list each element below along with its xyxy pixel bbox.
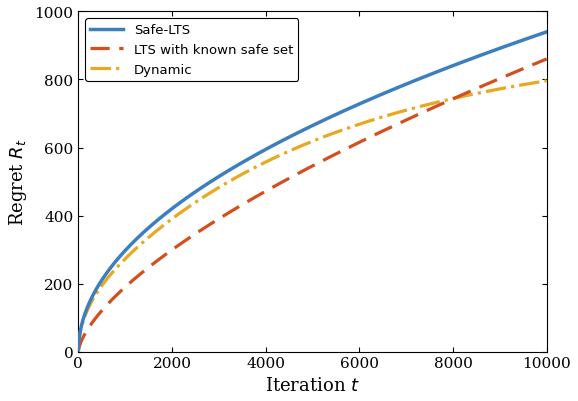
Line: LTS with known safe set: LTS with known safe set	[79, 60, 547, 351]
Dynamic	[99, 283, 106, 288]
LTS with known safe set	[75, 349, 82, 354]
X-axis label: Iteration $t$: Iteration $t$	[265, 376, 360, 394]
LTS with known safe set	[444, 100, 451, 105]
Y-axis label: Regret $R_t$: Regret $R_t$	[7, 138, 29, 226]
Safe-LTS	[529, 35, 536, 40]
LTS with known safe set	[290, 174, 297, 179]
Dynamic	[444, 98, 451, 103]
Legend: Safe-LTS, LTS with known safe set, Dynamic: Safe-LTS, LTS with known safe set, Dynam…	[85, 19, 298, 81]
LTS with known safe set	[529, 63, 536, 68]
Safe-LTS	[543, 30, 550, 35]
Safe-LTS	[529, 35, 536, 40]
Dynamic	[290, 147, 297, 152]
Safe-LTS	[444, 66, 451, 71]
Line: Dynamic: Dynamic	[79, 81, 547, 350]
Dynamic	[543, 79, 550, 84]
Safe-LTS	[303, 127, 310, 132]
Dynamic	[529, 81, 536, 86]
LTS with known safe set	[529, 63, 536, 68]
Dynamic	[75, 347, 82, 352]
Line: Safe-LTS: Safe-LTS	[79, 33, 547, 350]
Dynamic	[529, 81, 536, 86]
Safe-LTS	[290, 133, 297, 138]
LTS with known safe set	[303, 167, 310, 172]
Safe-LTS	[99, 277, 106, 282]
Safe-LTS	[75, 347, 82, 352]
Dynamic	[303, 142, 310, 147]
LTS with known safe set	[99, 308, 106, 313]
LTS with known safe set	[543, 57, 550, 62]
